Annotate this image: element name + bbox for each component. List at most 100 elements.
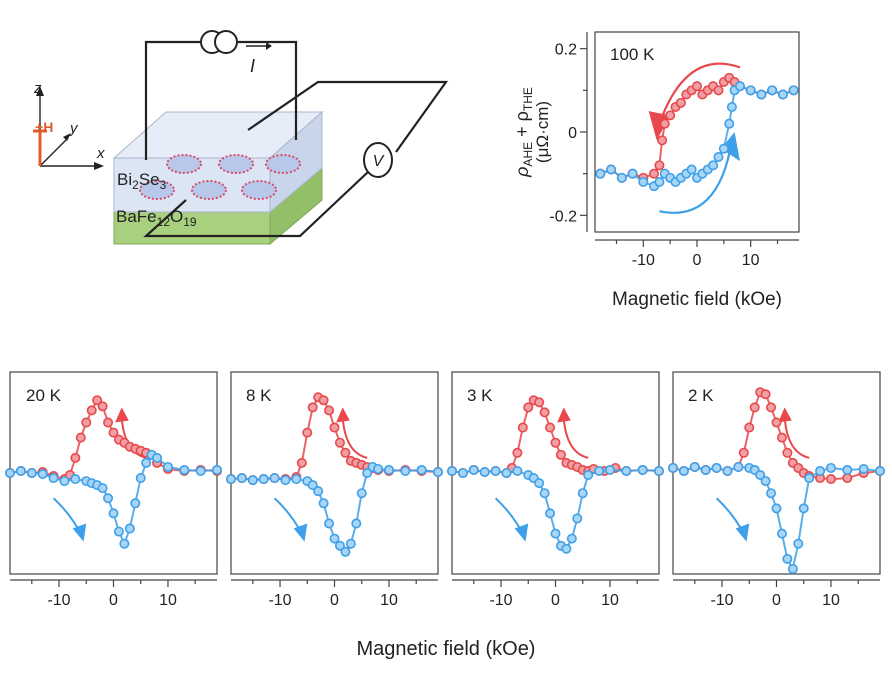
axis-y-label: y bbox=[69, 120, 79, 137]
circuit-wires bbox=[143, 40, 449, 238]
data-point-blue bbox=[594, 465, 605, 476]
data-point-red bbox=[713, 85, 724, 96]
data-point-blue bbox=[446, 465, 457, 476]
sweep-arrow-red bbox=[562, 417, 589, 459]
data-point-blue bbox=[722, 465, 733, 476]
panel-100k-ylabel: ρAHE + ρTHE (μΩ·cm) bbox=[512, 87, 552, 178]
y-tick-label: -0.2 bbox=[549, 208, 577, 225]
panel-100k-xlabel: Magnetic field (kOe) bbox=[612, 289, 782, 310]
data-point-blue bbox=[583, 470, 594, 481]
data-point-blue bbox=[788, 85, 799, 96]
sweep-arrowhead-blue bbox=[72, 523, 87, 542]
data-point-blue bbox=[686, 164, 697, 175]
x-tick-label: 0 bbox=[551, 592, 560, 609]
data-point-blue bbox=[718, 143, 729, 154]
data-point-red bbox=[749, 402, 760, 413]
data-point-blue bbox=[713, 152, 724, 163]
data-point-blue bbox=[787, 563, 798, 574]
data-point-blue bbox=[825, 462, 836, 473]
data-point-blue bbox=[767, 85, 778, 96]
y-tick-label: 0 bbox=[568, 125, 577, 142]
data-point-blue bbox=[756, 89, 767, 100]
sweep-arrow-red bbox=[658, 62, 741, 125]
data-point-red bbox=[665, 110, 676, 121]
panel-20k-label: 20 K bbox=[26, 386, 62, 405]
field-label: +H bbox=[35, 119, 53, 135]
data-point-red bbox=[555, 449, 566, 460]
data-point-blue bbox=[561, 543, 572, 554]
device-schematic: z y x +H bbox=[33, 30, 449, 246]
data-point-red bbox=[534, 397, 545, 408]
data-point-red bbox=[92, 395, 103, 406]
data-point-red bbox=[744, 422, 755, 433]
data-point-blue bbox=[638, 177, 649, 188]
data-point-blue bbox=[755, 470, 766, 481]
data-point-blue bbox=[318, 498, 329, 509]
shared-xlabel: Magnetic field (kOe) bbox=[357, 638, 536, 660]
data-point-blue bbox=[689, 461, 700, 472]
data-point-blue bbox=[468, 464, 479, 475]
svg-text:(μΩ·cm): (μΩ·cm) bbox=[533, 101, 552, 163]
x-tick-label: 10 bbox=[822, 592, 840, 609]
y-tick-label: 0.2 bbox=[555, 42, 577, 59]
data-point-red bbox=[738, 447, 749, 458]
data-point-red bbox=[512, 447, 523, 458]
data-point-blue bbox=[59, 476, 70, 487]
data-point-blue bbox=[667, 462, 678, 473]
svg-text:ρAHE + ρTHE: ρAHE + ρTHE bbox=[512, 87, 535, 178]
data-point-red bbox=[760, 389, 771, 400]
data-point-blue bbox=[103, 493, 114, 504]
data-point-blue bbox=[550, 528, 561, 539]
data-point-blue bbox=[97, 483, 108, 494]
data-point-blue bbox=[776, 528, 787, 539]
data-point-blue bbox=[416, 464, 427, 475]
data-point-red bbox=[302, 427, 313, 438]
data-point-blue bbox=[340, 546, 351, 557]
x-tick-label: 10 bbox=[601, 592, 619, 609]
data-point-blue bbox=[130, 498, 141, 509]
data-point-red bbox=[649, 168, 660, 179]
x-tick-label: 0 bbox=[693, 252, 702, 269]
data-point-blue bbox=[760, 476, 771, 487]
panel-2k-label: 2 K bbox=[688, 386, 714, 405]
data-point-blue bbox=[383, 464, 394, 475]
data-point-blue bbox=[711, 462, 722, 473]
data-point-blue bbox=[345, 538, 356, 549]
data-point-red bbox=[81, 417, 92, 428]
sweep-arrowhead-blue bbox=[721, 132, 740, 162]
data-point-blue bbox=[604, 464, 615, 475]
x-tick-label: -10 bbox=[268, 592, 291, 609]
data-point-blue bbox=[708, 160, 719, 171]
sweep-arrowhead-blue bbox=[514, 523, 529, 542]
data-point-blue bbox=[329, 533, 340, 544]
data-point-blue bbox=[113, 526, 124, 537]
axis-z-label: z bbox=[33, 80, 42, 97]
panel-100k-label: 100 K bbox=[610, 45, 655, 64]
data-point-blue bbox=[70, 474, 81, 485]
data-point-blue bbox=[534, 478, 545, 489]
sweep-arrow-blue bbox=[659, 140, 733, 214]
data-point-blue bbox=[432, 466, 443, 477]
sweep-arrowhead-blue bbox=[735, 523, 750, 542]
x-tick-label: -10 bbox=[489, 592, 512, 609]
data-point-red bbox=[517, 422, 528, 433]
data-point-red bbox=[108, 427, 119, 438]
data-point-red bbox=[103, 417, 114, 428]
panel-2k: 2 K -10 0 10 bbox=[667, 371, 885, 609]
x-tick-label: -10 bbox=[710, 592, 733, 609]
data-point-blue bbox=[212, 464, 223, 475]
data-point-red bbox=[539, 407, 550, 418]
data-point-red bbox=[771, 417, 782, 428]
data-point-red bbox=[545, 422, 556, 433]
sweep-arrowhead-red bbox=[115, 407, 129, 423]
panel-100k: 100 K -10 0 10 -0.2 0 0.2 Magnetic field (kOe… bbox=[512, 31, 800, 310]
data-point-blue bbox=[195, 465, 206, 476]
data-point-blue bbox=[37, 469, 48, 480]
x-tick-label: 10 bbox=[742, 252, 760, 269]
data-point-red bbox=[97, 401, 108, 412]
data-point-red bbox=[75, 432, 86, 443]
data-point-blue bbox=[653, 465, 664, 476]
panel-100k-frame bbox=[594, 31, 800, 233]
data-point-blue bbox=[616, 172, 627, 183]
data-point-red bbox=[675, 97, 686, 108]
